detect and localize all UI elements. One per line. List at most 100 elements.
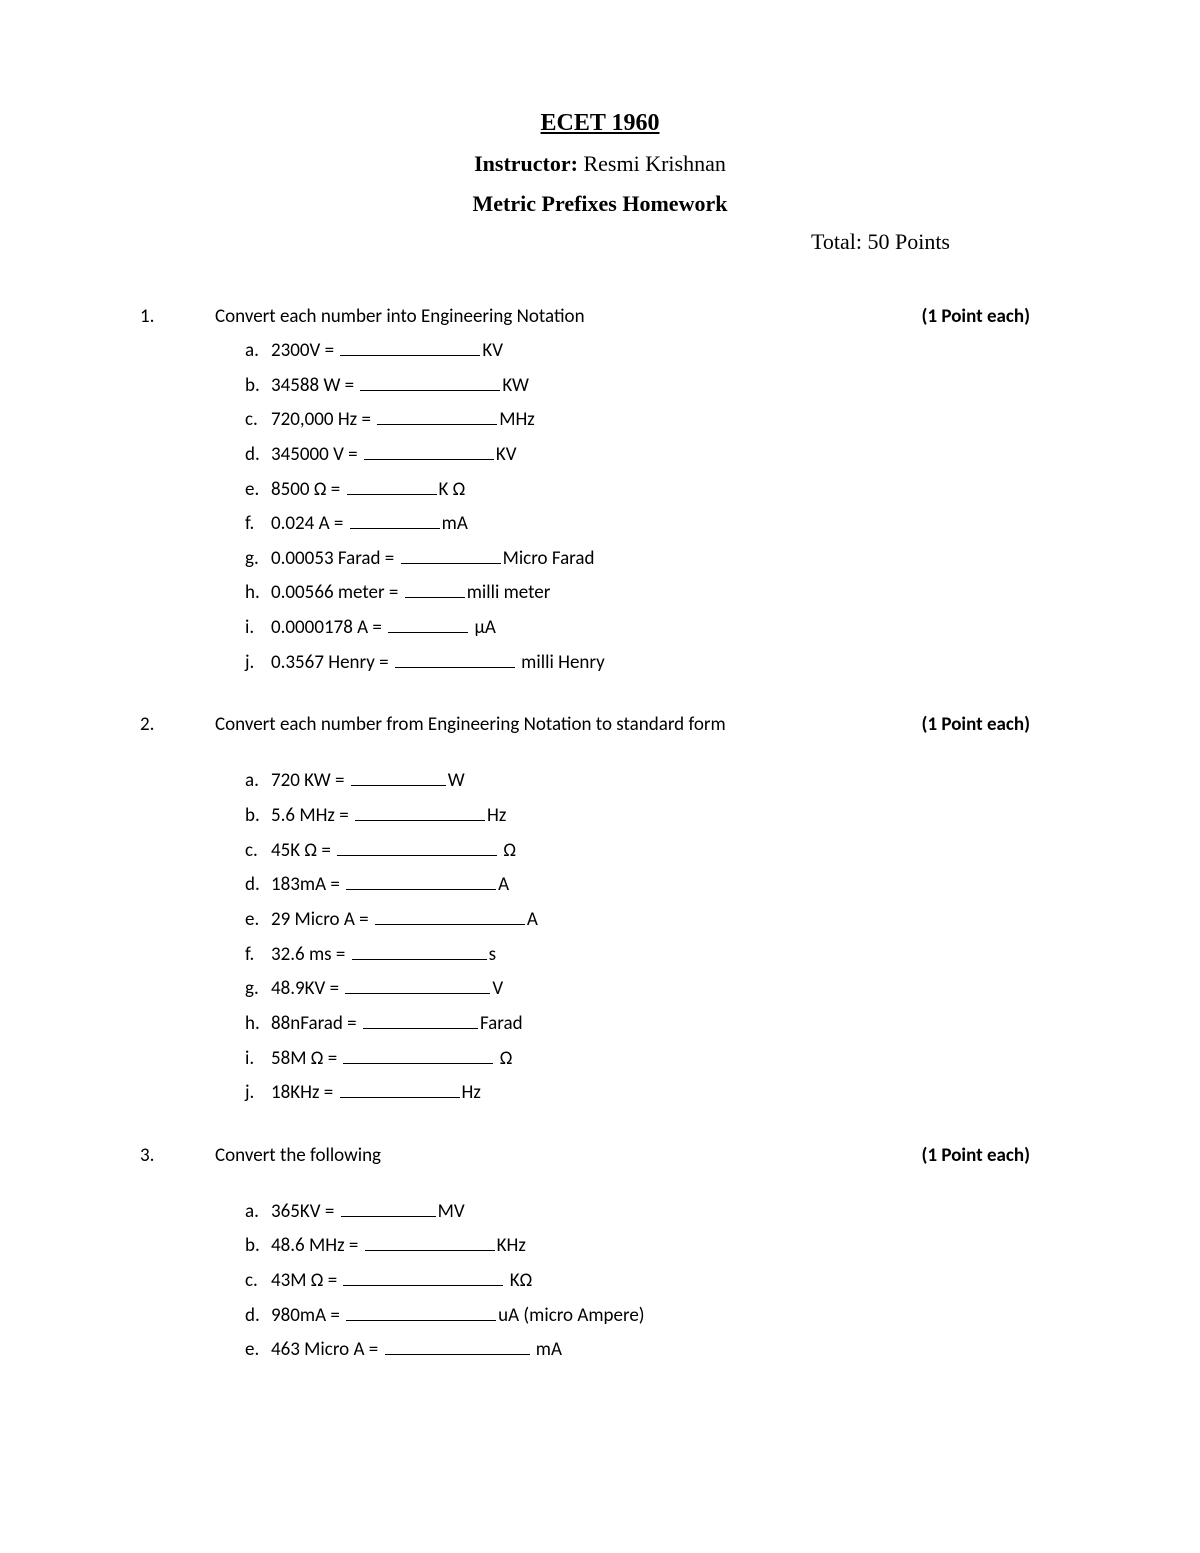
item-before-text: 0.3567 Henry = bbox=[271, 651, 393, 674]
answer-blank[interactable] bbox=[345, 974, 490, 994]
sub-item: b.5.6 MHz = Hz bbox=[245, 801, 1060, 829]
question-number: 3. bbox=[140, 1144, 215, 1167]
item-after-text: A bbox=[527, 908, 538, 931]
answer-blank[interactable] bbox=[363, 1009, 478, 1029]
item-after-text: milli meter bbox=[467, 581, 551, 604]
total-points: Total: 50 Points bbox=[140, 229, 1060, 255]
instructor-label: Instructor: bbox=[474, 151, 578, 176]
header: ECET 1960 Instructor: Resmi Krishnan Met… bbox=[140, 110, 1060, 217]
item-before-text: 8500 Ω = bbox=[271, 478, 345, 501]
item-before-text: 720 KW = bbox=[271, 769, 349, 792]
item-letter: d. bbox=[245, 872, 271, 898]
answer-blank[interactable] bbox=[347, 475, 437, 495]
item-letter: c. bbox=[245, 407, 271, 433]
item-letter: f. bbox=[245, 942, 271, 968]
homework-title: Metric Prefixes Homework bbox=[140, 191, 1060, 217]
question-header: 2.Convert each number from Engineering N… bbox=[140, 713, 1060, 736]
sub-item: h.0.00566 meter = milli meter bbox=[245, 578, 1060, 606]
answer-blank[interactable] bbox=[377, 405, 497, 425]
answer-blank[interactable] bbox=[340, 1078, 460, 1098]
question-block: 1.Convert each number into Engineering N… bbox=[140, 305, 1060, 675]
answer-blank[interactable] bbox=[355, 801, 485, 821]
question-title: Convert each number from Engineering Not… bbox=[215, 713, 922, 736]
item-before-text: 45K Ω = bbox=[271, 839, 335, 862]
sub-item: f.32.6 ms = s bbox=[245, 940, 1060, 968]
answer-blank[interactable] bbox=[375, 905, 525, 925]
answer-blank[interactable] bbox=[365, 1231, 495, 1251]
answer-blank[interactable] bbox=[341, 1197, 436, 1217]
answer-blank[interactable] bbox=[346, 1301, 496, 1321]
item-letter: j. bbox=[245, 650, 271, 676]
item-after-text: mA bbox=[532, 1338, 562, 1361]
sub-item: g.48.9KV = V bbox=[245, 974, 1060, 1002]
answer-blank[interactable] bbox=[346, 870, 496, 890]
answer-blank[interactable] bbox=[385, 1335, 530, 1355]
answer-blank[interactable] bbox=[401, 544, 501, 564]
item-after-text: KV bbox=[482, 339, 503, 362]
item-before-text: 34588 W = bbox=[271, 374, 358, 397]
question-number: 2. bbox=[140, 713, 215, 736]
page: ECET 1960 Instructor: Resmi Krishnan Met… bbox=[0, 0, 1200, 1553]
item-letter: d. bbox=[245, 442, 271, 468]
sub-item: b.34588 W = KW bbox=[245, 371, 1060, 399]
answer-blank[interactable] bbox=[337, 836, 497, 856]
answer-blank[interactable] bbox=[395, 648, 515, 668]
item-letter: c. bbox=[245, 1268, 271, 1294]
answer-blank[interactable] bbox=[350, 509, 440, 529]
item-after-text: uA (micro Ampere) bbox=[498, 1304, 644, 1327]
sub-item: a.2300V = KV bbox=[245, 336, 1060, 364]
question-points: (1 Point each) bbox=[922, 305, 1060, 328]
answer-blank[interactable] bbox=[388, 613, 468, 633]
answer-blank[interactable] bbox=[340, 336, 480, 356]
sub-item: e.29 Micro A = A bbox=[245, 905, 1060, 933]
item-after-text: Micro Farad bbox=[503, 547, 595, 570]
item-after-text: Ω bbox=[499, 839, 516, 862]
sub-item: c.43M Ω = KΩ bbox=[245, 1266, 1060, 1294]
item-letter: g. bbox=[245, 546, 271, 572]
item-after-text: KW bbox=[502, 374, 528, 397]
answer-blank[interactable] bbox=[352, 940, 487, 960]
sub-item: g.0.00053 Farad = Micro Farad bbox=[245, 544, 1060, 572]
sub-item: d.183mA = A bbox=[245, 870, 1060, 898]
item-before-text: 0.0000178 A = bbox=[271, 616, 386, 639]
question-points: (1 Point each) bbox=[922, 1144, 1060, 1167]
question-block: 3.Convert the following(1 Point each)a.3… bbox=[140, 1144, 1060, 1363]
sub-item: d.980mA = uA (micro Ampere) bbox=[245, 1301, 1060, 1329]
questions-container: 1.Convert each number into Engineering N… bbox=[140, 305, 1060, 1363]
item-before-text: 43M Ω = bbox=[271, 1269, 341, 1292]
sub-item: e.463 Micro A = mA bbox=[245, 1335, 1060, 1363]
sub-item: e.8500 Ω = K Ω bbox=[245, 475, 1060, 503]
item-before-text: 58M Ω = bbox=[271, 1047, 341, 1070]
answer-blank[interactable] bbox=[351, 766, 446, 786]
question-title: Convert each number into Engineering Not… bbox=[215, 305, 922, 328]
item-after-text: KHz bbox=[497, 1234, 526, 1257]
sub-item: b.48.6 MHz = KHz bbox=[245, 1231, 1060, 1259]
sub-item: c.45K Ω = Ω bbox=[245, 836, 1060, 864]
item-before-text: 5.6 MHz = bbox=[271, 804, 353, 827]
item-letter: e. bbox=[245, 1337, 271, 1363]
item-before-text: 48.6 MHz = bbox=[271, 1234, 363, 1257]
answer-blank[interactable] bbox=[343, 1044, 493, 1064]
answer-blank[interactable] bbox=[364, 440, 494, 460]
item-after-text: K Ω bbox=[439, 478, 466, 501]
item-after-text: MV bbox=[438, 1200, 465, 1223]
sub-item: a.720 KW = W bbox=[245, 766, 1060, 794]
course-title: ECET 1960 bbox=[140, 110, 1060, 137]
answer-blank[interactable] bbox=[405, 578, 465, 598]
sub-items: a.2300V = KV b.34588 W = KW c.720,000 Hz =… bbox=[140, 336, 1060, 675]
sub-item: j.0.3567 Henry = milli Henry bbox=[245, 648, 1060, 676]
item-letter: f. bbox=[245, 511, 271, 537]
item-after-text: mA bbox=[442, 512, 468, 535]
sub-item: j.18KHz = Hz bbox=[245, 1078, 1060, 1106]
item-before-text: 980mA = bbox=[271, 1304, 344, 1327]
sub-items: a.365KV = MVb.48.6 MHz = KHzc.43M Ω = KΩ… bbox=[140, 1197, 1060, 1363]
item-letter: a. bbox=[245, 338, 271, 364]
item-after-text: Farad bbox=[480, 1012, 523, 1035]
sub-item: c.720,000 Hz = MHz bbox=[245, 405, 1060, 433]
item-before-text: 345000 V = bbox=[271, 443, 362, 466]
answer-blank[interactable] bbox=[343, 1266, 503, 1286]
sub-item: d.345000 V = KV bbox=[245, 440, 1060, 468]
answer-blank[interactable] bbox=[360, 371, 500, 391]
item-letter: b. bbox=[245, 373, 271, 399]
question-block: 2.Convert each number from Engineering N… bbox=[140, 713, 1060, 1105]
